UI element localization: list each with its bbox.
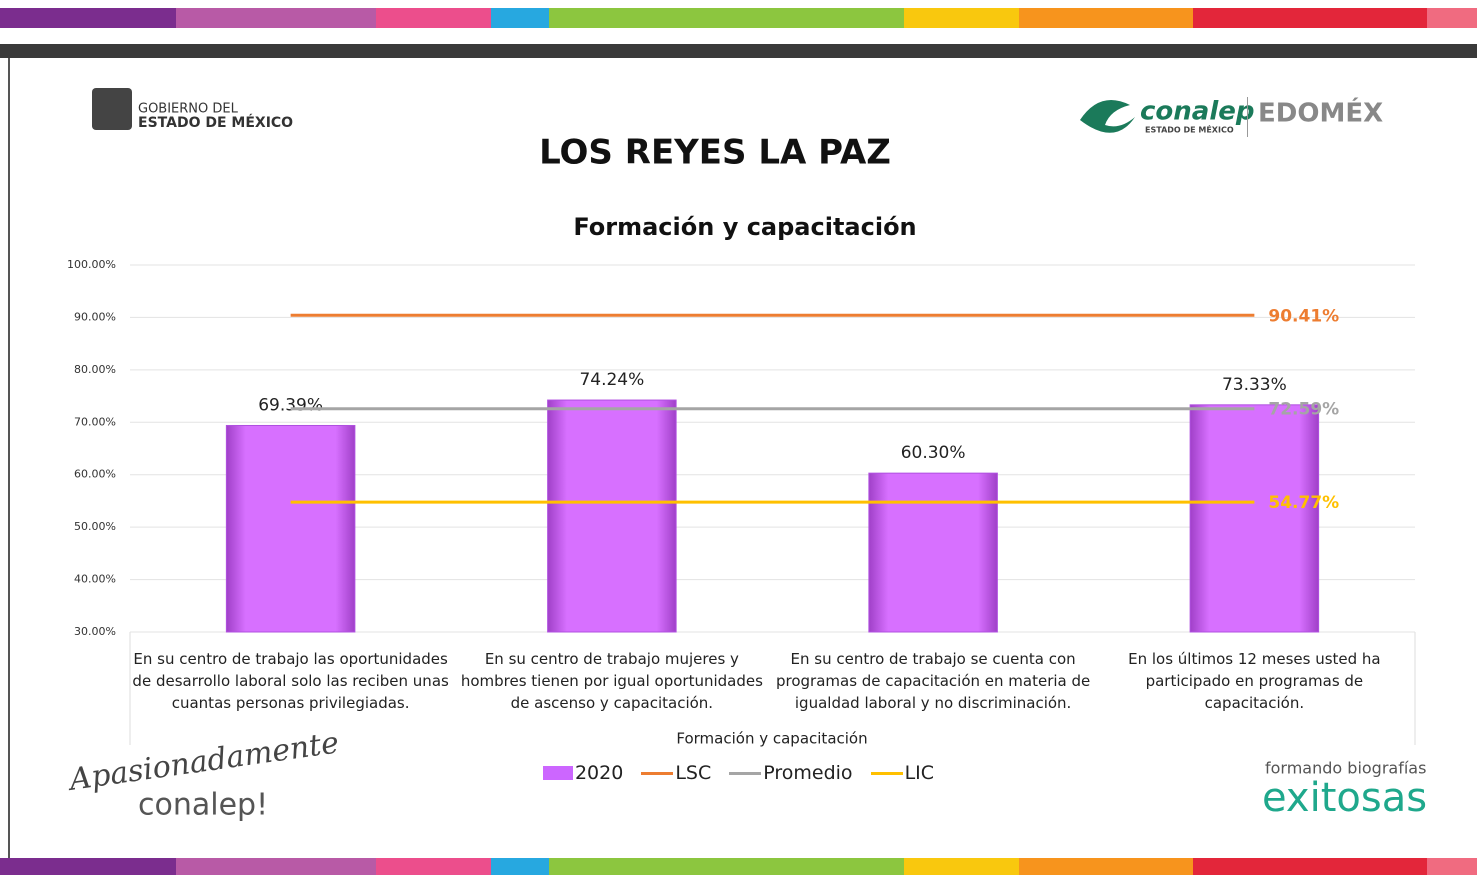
legend-label: LSC <box>675 762 712 784</box>
gov-emblem <box>92 88 132 130</box>
x-tick-label: En su centro de trabajo las oportunidade… <box>132 650 449 712</box>
top-stripe <box>0 8 1477 858</box>
legend-swatch <box>729 771 762 775</box>
conalep-logo <box>1080 100 1135 133</box>
y-tick-label: 30.00% <box>74 625 116 638</box>
data-label: 60.30% <box>901 443 966 463</box>
x-tick-label: En su centro de trabajo se cuenta con pr… <box>775 650 1091 712</box>
legend-label: Promedio <box>763 762 853 784</box>
legend-swatch <box>641 771 674 775</box>
gov-line2: ESTADO DE MÉXICO <box>138 114 293 131</box>
legend-label: 2020 <box>574 762 624 784</box>
data-label: 69.39% <box>258 395 323 415</box>
legend: 2020 LSC Promedio LIC <box>0 762 1477 784</box>
data-label: 74.24% <box>579 370 644 390</box>
divider <box>1247 97 1248 137</box>
gov-line1: GOBIERNO DEL <box>138 102 239 117</box>
slogan-2: conalep! <box>138 788 268 823</box>
brand-2: exitosas <box>1262 775 1427 821</box>
legend-swatch <box>870 771 903 775</box>
legend-item: 2020 <box>542 762 624 784</box>
data-label: 54.77% <box>1268 493 1339 513</box>
y-tick-label: 40.00% <box>74 573 116 586</box>
legend-item: LSC <box>641 762 711 784</box>
y-tick-label: 90.00% <box>74 310 116 323</box>
page-title: LOS REYES LA PAZ <box>539 133 891 173</box>
x-tick-label: En los últimos 12 meses usted ha partici… <box>1128 650 1381 712</box>
bottom-stripe <box>0 858 1477 875</box>
y-tick-label: 70.00% <box>74 415 116 428</box>
bar <box>868 472 998 633</box>
data-label: 72.59% <box>1268 400 1339 420</box>
conalep-text: conalep <box>1140 97 1255 127</box>
bar <box>1189 404 1320 633</box>
bar <box>225 424 356 633</box>
legend-item: LIC <box>870 762 935 784</box>
legend-label: LIC <box>904 762 935 784</box>
edomex-text: EDOMÉX <box>1258 97 1383 129</box>
conalep-sub: ESTADO DE MÉXICO <box>1145 124 1234 135</box>
data-label: 73.33% <box>1222 375 1287 395</box>
bar <box>547 399 677 633</box>
y-tick-label: 60.00% <box>74 468 116 481</box>
y-tick-label: 80.00% <box>74 363 116 376</box>
chart-title: Formación y capacitación <box>573 213 916 241</box>
x-axis-label: Formación y capacitación <box>676 730 867 748</box>
brand-1: formando biografías <box>1265 759 1426 778</box>
y-tick-label: 100.00% <box>67 258 116 271</box>
legend-item: Promedio <box>729 762 853 784</box>
y-tick-label: 50.00% <box>74 520 116 533</box>
legend-swatch <box>542 766 573 780</box>
data-label: 90.41% <box>1268 306 1339 326</box>
x-tick-label: En su centro de trabajo mujeres y hombre… <box>460 650 763 712</box>
